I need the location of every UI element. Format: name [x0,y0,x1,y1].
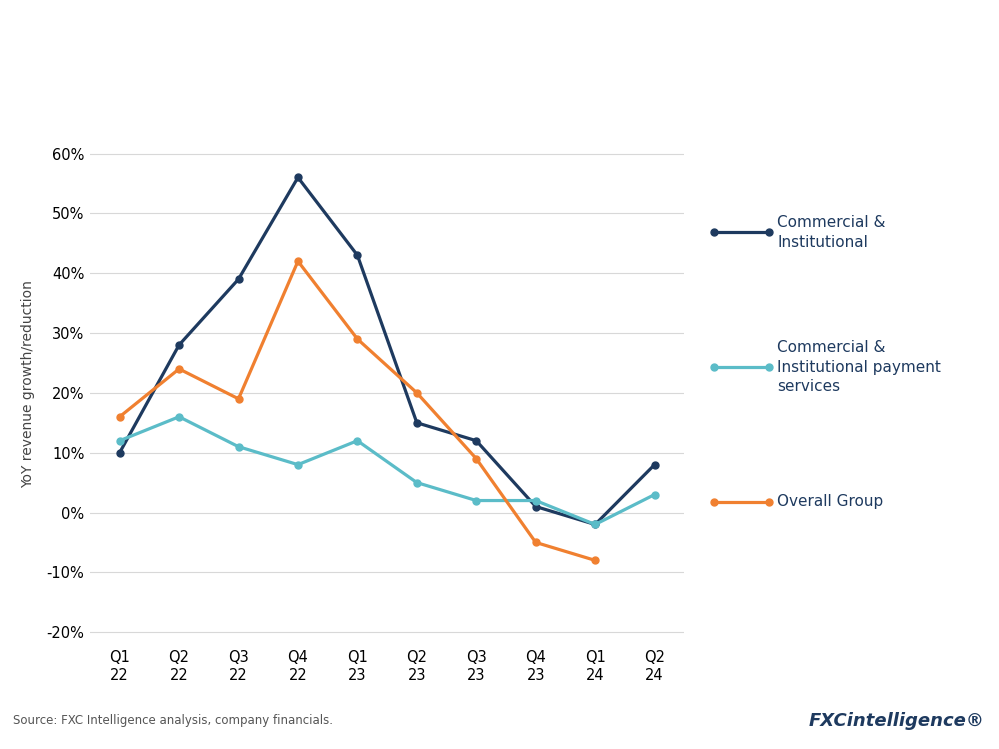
Text: Source: FXC Intelligence analysis, company financials.: Source: FXC Intelligence analysis, compa… [13,714,333,727]
Text: Overall Group: Overall Group [777,494,883,509]
Y-axis label: YoY revenue growth/reduction: YoY revenue growth/reduction [21,280,35,488]
Text: Commercial &
Institutional: Commercial & Institutional [777,215,886,249]
Text: Commercial &
Institutional payment
services: Commercial & Institutional payment servi… [777,340,941,394]
Text: FXCintelligence®: FXCintelligence® [808,712,984,730]
Text: YoY revenue growth for NatWest and key cross-border-related metrics: YoY revenue growth for NatWest and key c… [13,79,592,97]
Text: Payment services have seen muted growth for NatWest: Payment services have seen muted growth … [13,30,755,54]
